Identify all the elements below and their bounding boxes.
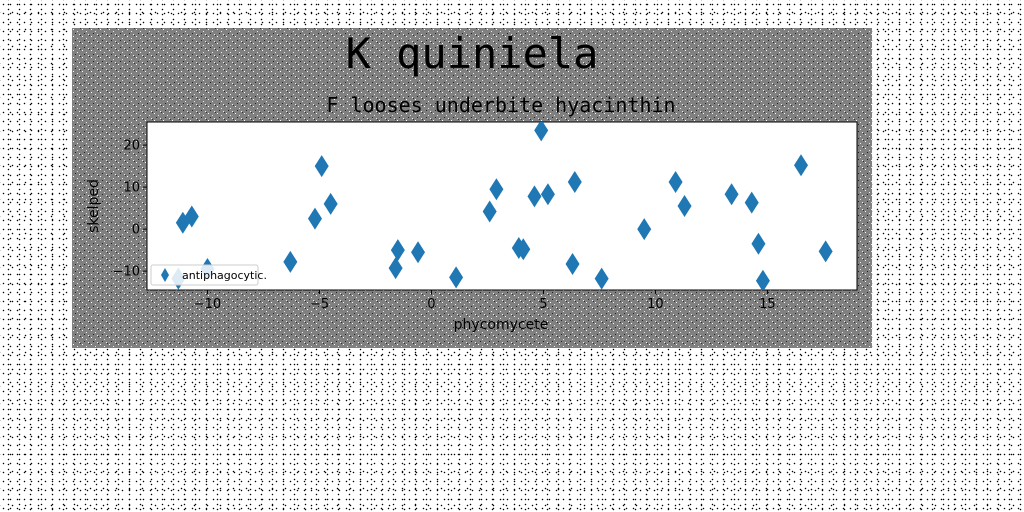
x-axis: −10 −5 0 5 10 15	[194, 290, 776, 312]
scatter-point	[677, 195, 692, 217]
scatter-point	[390, 239, 405, 262]
y-axis-label: skelped	[86, 179, 102, 233]
x-axis-label: phycomycete	[454, 317, 549, 333]
scatter-point	[489, 178, 504, 201]
scatter-point	[540, 183, 555, 206]
scatter-point	[818, 240, 833, 263]
scatter-point	[314, 155, 329, 178]
scatter-point	[323, 192, 338, 215]
chart-title: F looses underbite hyacinthin	[326, 93, 675, 117]
x-tick-label: −10	[194, 297, 221, 312]
scatter-point	[794, 154, 809, 177]
legend-marker	[161, 268, 169, 282]
scatter-point	[755, 269, 770, 290]
scatter-point	[184, 205, 199, 228]
y-tick-label: 20	[123, 139, 140, 154]
scatter-point	[751, 232, 766, 255]
x-tick-label: 5	[539, 297, 547, 312]
x-tick-label: −5	[310, 297, 329, 312]
x-tick-label: 15	[759, 297, 776, 312]
scatter-point	[668, 171, 683, 194]
scatter-point	[482, 200, 497, 223]
scatter-point	[283, 250, 298, 273]
scatter-point	[534, 122, 549, 142]
legend-box	[150, 264, 259, 286]
y-tick-label: 10	[123, 181, 140, 196]
legend-label: antiphagocytic.	[182, 269, 267, 282]
scatter-point	[307, 207, 322, 230]
scatter-point	[565, 252, 580, 275]
scatter-point	[388, 257, 403, 280]
x-tick-label: 0	[427, 297, 435, 312]
x-tick-label: 10	[647, 297, 664, 312]
scatter-point	[724, 183, 739, 206]
y-tick-label: 0	[132, 223, 140, 238]
y-axis: −10 0 10 20	[113, 139, 147, 280]
scatter-point	[637, 218, 652, 241]
scatter-point	[594, 267, 609, 290]
plot-area	[146, 121, 858, 291]
scatter-point	[744, 191, 759, 214]
scatter-point	[527, 185, 542, 208]
figure-suptitle: K quiniela	[346, 29, 599, 78]
scatter-point	[567, 171, 582, 194]
scatter-point	[449, 266, 464, 289]
scatter-point	[516, 238, 531, 261]
y-tick-label: −10	[113, 265, 140, 280]
legend: antiphagocytic.	[150, 264, 267, 286]
scatter-point	[411, 241, 426, 264]
